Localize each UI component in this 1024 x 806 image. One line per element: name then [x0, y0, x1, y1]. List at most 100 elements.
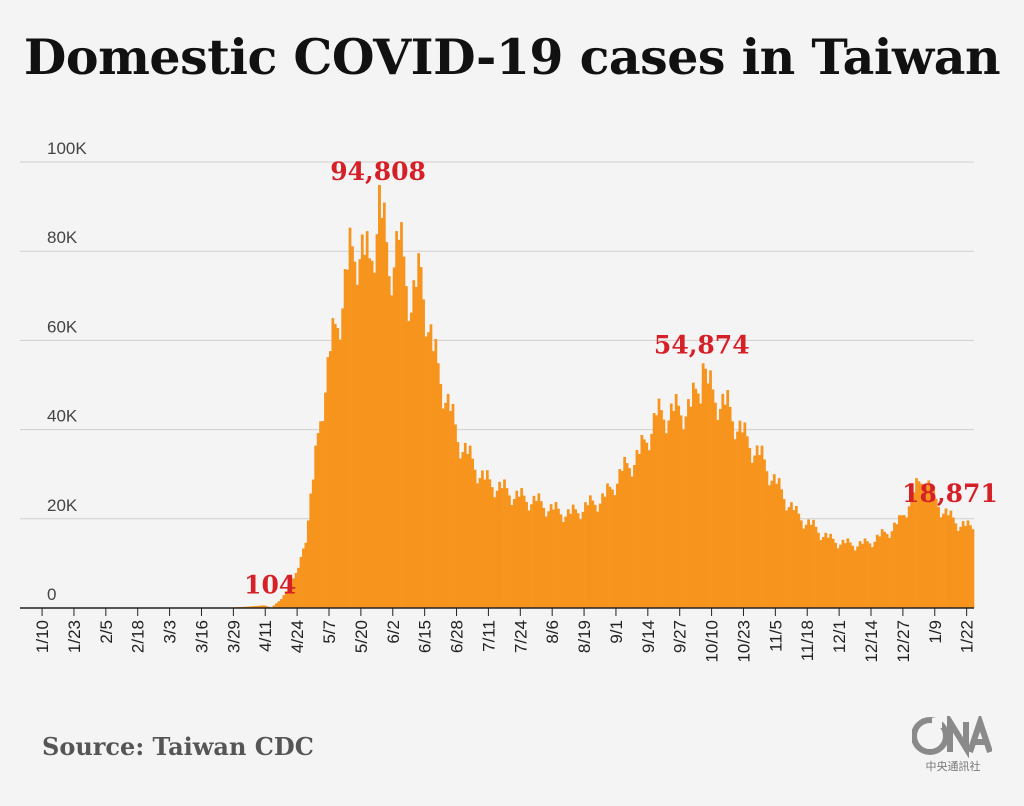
bar [620, 470, 624, 608]
bar [633, 464, 636, 608]
x-tick-label: 12/1 [830, 620, 849, 653]
bar [625, 463, 629, 608]
bar [660, 410, 663, 608]
bar [848, 542, 852, 608]
bar [893, 522, 896, 608]
bar [956, 530, 960, 608]
bar [331, 318, 335, 608]
bar [731, 421, 734, 608]
bar [645, 442, 649, 608]
bar [971, 529, 975, 608]
bar [721, 393, 725, 608]
bar [539, 501, 543, 608]
bar [608, 486, 612, 608]
x-tick-label: 11/5 [766, 620, 785, 652]
bar [454, 424, 457, 608]
bar [794, 505, 798, 608]
bars [228, 185, 975, 609]
bar [714, 402, 717, 608]
bar [767, 485, 771, 608]
bar [297, 567, 300, 608]
bar [561, 521, 565, 608]
annotation-label: 54,874 [654, 330, 750, 359]
bar [726, 389, 730, 608]
bar [880, 529, 884, 608]
bar [272, 605, 276, 608]
x-tick-label: 8/6 [543, 620, 562, 644]
bar [405, 286, 408, 608]
bar [326, 357, 330, 608]
bar [895, 524, 899, 608]
chart-title: Domestic COVID-19 cases in Taiwan [23, 28, 1001, 86]
bar [910, 492, 913, 608]
bar [385, 242, 389, 608]
y-tick-label: 40K [47, 407, 78, 426]
bar [679, 415, 683, 608]
bar [294, 573, 298, 608]
x-tick-label: 7/24 [511, 620, 530, 653]
bar [858, 541, 862, 608]
bar [853, 550, 857, 608]
bar [826, 537, 830, 608]
bar [844, 543, 847, 608]
bar [866, 541, 869, 608]
bar [414, 286, 418, 608]
bar [915, 478, 918, 608]
source-note: Source: Taiwan CDC [42, 732, 314, 761]
bar [552, 509, 555, 608]
bar [314, 445, 318, 608]
bar [392, 267, 396, 608]
x-tick-label: 10/10 [703, 620, 722, 663]
bar [515, 490, 519, 608]
bar [358, 259, 362, 608]
x-tick-label: 1/10 [33, 620, 52, 653]
bar [493, 497, 497, 608]
bar [287, 587, 291, 608]
bar [927, 480, 931, 608]
x-tick-label: 12/27 [894, 620, 913, 663]
bar [324, 392, 327, 608]
x-tick-label: 5/7 [320, 620, 339, 644]
bar [792, 510, 796, 608]
bar [348, 227, 352, 609]
bar [319, 421, 322, 608]
bar [378, 185, 381, 609]
bar [503, 479, 506, 608]
bar [429, 324, 433, 608]
bar [427, 332, 430, 608]
bar [252, 606, 256, 608]
bar [836, 548, 840, 608]
bar [554, 501, 558, 608]
x-tick-label: 1/9 [926, 620, 945, 644]
bar [706, 383, 710, 608]
bar [439, 384, 443, 608]
bar [346, 269, 349, 608]
bar [638, 453, 641, 608]
bar [530, 504, 533, 608]
bar [382, 202, 386, 609]
annotations: 104 94,808 54,874 18,871 [244, 157, 998, 600]
bar [549, 504, 553, 608]
bar [527, 510, 531, 608]
bar [834, 542, 837, 608]
bar [743, 422, 747, 608]
bar [593, 504, 597, 608]
bar [375, 234, 379, 608]
bar [741, 432, 744, 608]
bar [257, 605, 261, 608]
bar [966, 520, 970, 608]
bar [775, 483, 779, 608]
bar [687, 399, 690, 608]
bar [748, 448, 752, 608]
bar [949, 510, 953, 608]
bar [441, 408, 445, 608]
bar [682, 429, 685, 608]
bar [368, 258, 371, 608]
bar [542, 507, 546, 608]
bar [557, 508, 560, 608]
bar [652, 413, 656, 608]
bar [373, 272, 376, 608]
bar [922, 489, 926, 608]
bar [277, 601, 281, 608]
bar [466, 453, 470, 608]
